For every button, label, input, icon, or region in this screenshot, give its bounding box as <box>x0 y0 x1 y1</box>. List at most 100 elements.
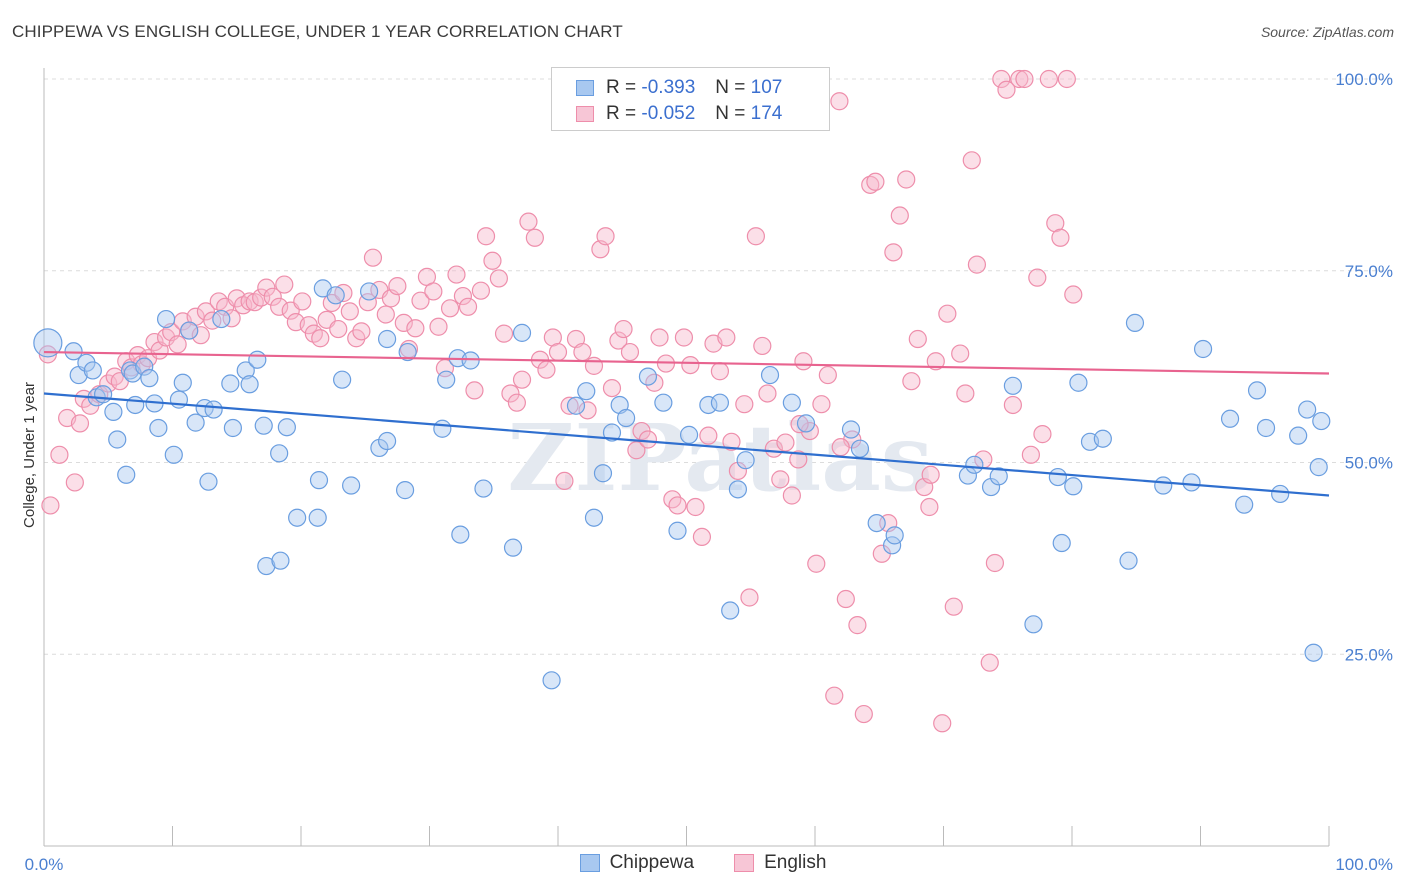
y-axis-label: College, Under 1 year <box>21 382 38 528</box>
english-point <box>196 302 216 321</box>
english-point <box>962 151 981 170</box>
english-point <box>465 381 484 400</box>
english-point <box>836 589 855 609</box>
chippewa-point <box>377 431 397 451</box>
chippewa-point <box>617 408 636 428</box>
english-point <box>1057 69 1076 89</box>
english-point <box>921 465 940 484</box>
chippewa-point <box>212 309 231 329</box>
english-point <box>848 616 867 635</box>
chippewa-point <box>728 480 748 499</box>
axes <box>43 68 1330 847</box>
english-point <box>1021 445 1040 464</box>
english-point <box>270 297 289 316</box>
english-point <box>956 384 975 403</box>
english-swatch <box>576 106 594 122</box>
chippewa-point <box>1220 409 1240 428</box>
legend-row-english: R = -0.052 N = 174 <box>576 102 782 126</box>
english-point <box>1033 425 1052 444</box>
chippewa-point <box>965 455 984 474</box>
english-point <box>41 496 60 515</box>
chippewa-point <box>1247 381 1267 400</box>
chippewa-point <box>760 365 780 385</box>
chippewa-point <box>668 521 687 540</box>
chippewa-point <box>135 357 154 376</box>
english-point <box>861 175 880 194</box>
chippewa-series <box>33 279 1331 690</box>
english-point <box>967 255 987 274</box>
y-tick-label: 25.0% <box>1345 645 1393 664</box>
english-point <box>578 401 597 420</box>
english-point <box>897 170 916 189</box>
chippewa-point <box>1093 429 1112 448</box>
chippewa-point <box>850 439 870 458</box>
legend-r-label: R = <box>606 77 637 98</box>
legend-r-label: R = <box>606 103 637 124</box>
english-point <box>525 228 544 247</box>
chippewa-point <box>370 438 389 458</box>
english-point <box>609 331 628 350</box>
english-point <box>329 319 348 339</box>
chippewa-point <box>512 323 532 342</box>
english-point <box>1039 69 1058 89</box>
english-point <box>944 597 963 616</box>
english-point <box>156 328 176 347</box>
english-point <box>866 172 885 191</box>
english-point <box>507 393 526 412</box>
chippewa-point <box>1154 476 1173 495</box>
chippewa-point <box>577 382 596 401</box>
chippewa-point <box>699 395 718 415</box>
chippewa-point <box>782 393 801 412</box>
english-point <box>128 346 147 365</box>
chippewa-point <box>33 328 63 358</box>
legend-n-label: N = <box>715 103 746 124</box>
y-tick-label: 75.0% <box>1345 262 1393 281</box>
chippewa-point <box>461 351 480 370</box>
chippewa-point <box>64 342 83 361</box>
english-point <box>1064 285 1083 304</box>
english-point <box>548 342 568 362</box>
chippewa-point <box>1182 473 1201 492</box>
chippewa-point <box>1304 643 1323 662</box>
english-point <box>602 379 622 398</box>
english-point <box>717 328 736 347</box>
english-point <box>722 432 741 451</box>
english-point <box>388 276 407 296</box>
chippewa-point <box>433 419 452 438</box>
english-point <box>992 69 1011 89</box>
english-point <box>573 342 592 362</box>
chippewa-point <box>173 373 192 392</box>
chippewa-point <box>1193 339 1213 359</box>
english-point <box>884 243 903 262</box>
english-point <box>537 360 556 379</box>
chippewa-point <box>1064 477 1083 496</box>
x-tick-label: 0.0% <box>25 855 64 874</box>
chippewa-point <box>503 538 523 557</box>
chippewa-point <box>710 393 730 412</box>
chippewa-point <box>1048 467 1067 487</box>
english-swatch <box>734 854 755 872</box>
chippewa-point <box>83 361 102 380</box>
chippewa-point <box>270 444 289 463</box>
english-point <box>191 326 210 345</box>
chippewa-point <box>180 321 199 340</box>
chippewa-point <box>885 526 904 545</box>
series-legend: Chippewa English <box>0 852 1406 874</box>
chippewa-swatch <box>579 854 600 872</box>
legend-item-chippewa[interactable]: Chippewa <box>579 852 694 874</box>
english-point <box>980 653 999 672</box>
chippewa-point <box>377 329 397 349</box>
english-trend-line <box>43 350 1330 375</box>
english-point <box>293 292 312 311</box>
chippewa-point <box>120 361 140 380</box>
correlation-legend: R = -0.393 N = 107 R = -0.052 N = 174 <box>551 67 830 131</box>
legend-item-english[interactable]: English <box>734 852 826 874</box>
chippewa-point <box>204 400 223 419</box>
legend-item-label: English <box>764 852 827 873</box>
chippewa-point <box>195 398 214 418</box>
chippewa-point <box>602 423 622 442</box>
chippewa-point <box>342 476 361 495</box>
chippewa-point <box>1125 313 1145 333</box>
chippewa-point <box>1052 533 1071 553</box>
